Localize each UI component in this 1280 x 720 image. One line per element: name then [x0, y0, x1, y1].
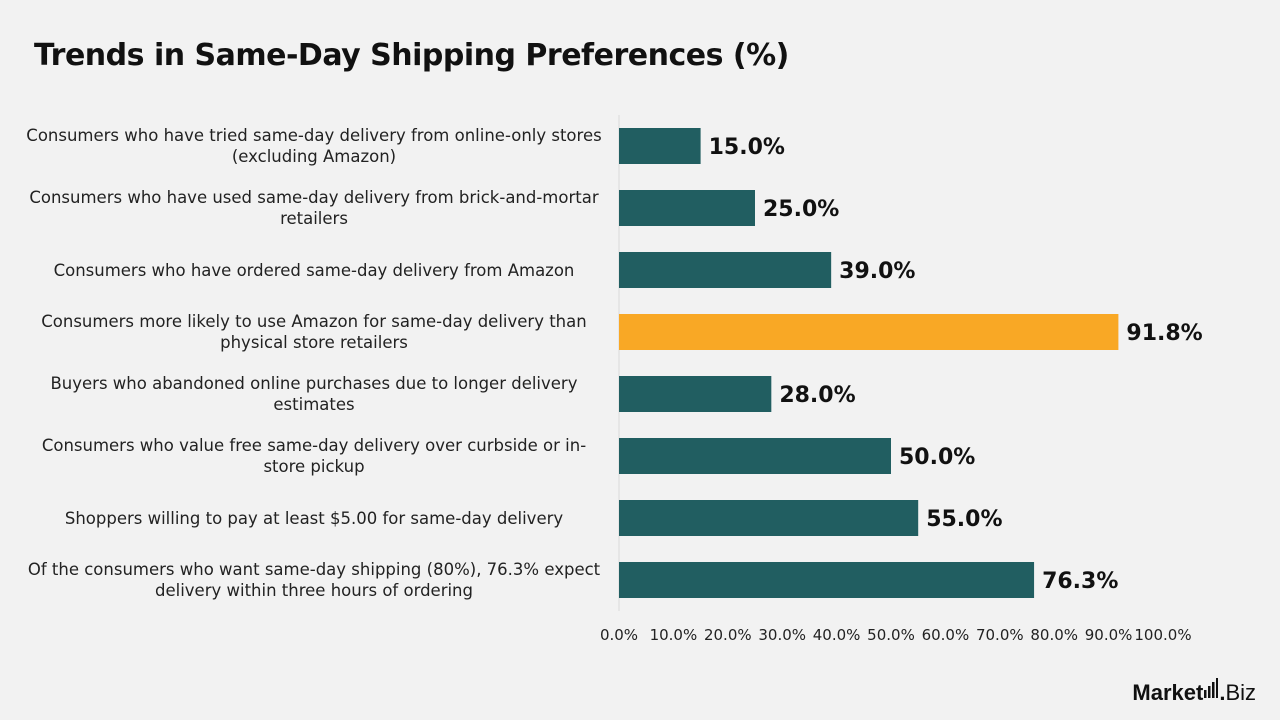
x-tick-label: 90.0%: [1085, 626, 1133, 644]
data-label: 15.0%: [709, 135, 785, 160]
x-tick-label: 30.0%: [758, 626, 806, 644]
bar: [619, 500, 919, 536]
category-label: Of the consumers who want same-day shipp…: [27, 560, 601, 600]
category-label: Consumers more likely to use Amazon for …: [41, 312, 587, 352]
bar: [619, 562, 1035, 598]
x-tick-label: 60.0%: [922, 626, 970, 644]
bar: [619, 314, 1119, 350]
x-tick-label: 100.0%: [1134, 626, 1191, 644]
category-label: Consumers who have tried same-day delive…: [26, 126, 602, 166]
bar: [619, 190, 755, 226]
brand-name-light: Biz: [1225, 680, 1256, 705]
bar: [619, 128, 701, 164]
x-tick-label: 40.0%: [813, 626, 861, 644]
bar: [619, 376, 772, 412]
x-tick-label: 10.0%: [650, 626, 698, 644]
bar: [619, 252, 832, 288]
x-tick-label: 80.0%: [1030, 626, 1078, 644]
x-tick-label: 50.0%: [867, 626, 915, 644]
data-label: 39.0%: [839, 259, 915, 284]
brand-logo: Market . Biz: [1132, 678, 1256, 706]
data-label: 76.3%: [1042, 569, 1118, 594]
x-tick-label: 0.0%: [600, 626, 638, 644]
x-tick-label: 20.0%: [704, 626, 752, 644]
data-label: 25.0%: [763, 197, 839, 222]
category-label: Consumers who value free same-day delive…: [41, 436, 587, 476]
chart-title: Trends in Same-Day Shipping Preferences …: [34, 38, 789, 73]
x-tick-label: 70.0%: [976, 626, 1024, 644]
category-label: Buyers who abandoned online purchases du…: [50, 374, 578, 414]
category-label: Consumers who have ordered same-day deli…: [53, 260, 575, 280]
data-label: 50.0%: [899, 445, 975, 470]
category-label: Shoppers willing to pay at least $5.00 f…: [64, 508, 564, 528]
data-label: 91.8%: [1126, 321, 1202, 346]
brand-name-bold: Market: [1132, 680, 1204, 705]
category-label: Consumers who have used same-day deliver…: [29, 188, 599, 228]
signal-bars-icon: [1204, 678, 1219, 698]
data-label: 55.0%: [926, 507, 1002, 532]
bar: [619, 438, 891, 474]
brand-dot: .: [1219, 680, 1226, 705]
data-label: 28.0%: [779, 383, 855, 408]
